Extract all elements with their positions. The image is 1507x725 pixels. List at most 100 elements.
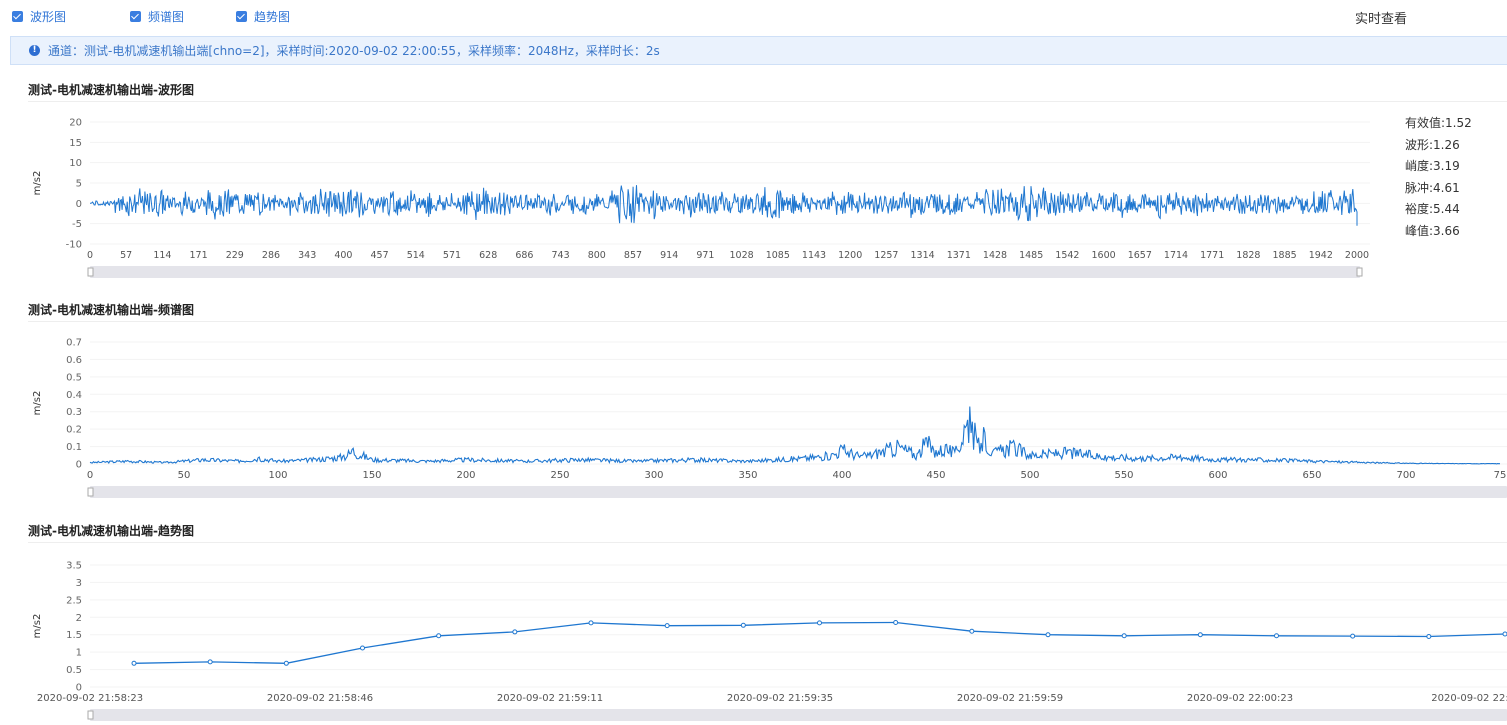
divider bbox=[28, 101, 1507, 102]
x-tick-label: 2020-09-02 21:59:11 bbox=[497, 693, 603, 704]
trend-data-point bbox=[1502, 631, 1507, 637]
spectrum-chart: 0.7 0.6 0.5 0.4 0.3 0.2 0.1 0 m/s2 0 50 100 150 200 25… bbox=[32, 338, 1507, 498]
zoom-slider bbox=[90, 486, 1507, 498]
trend-data-point bbox=[512, 629, 518, 635]
x-tick-label: 1314 bbox=[911, 250, 935, 261]
y-tick-label: 0 bbox=[76, 460, 82, 471]
trend-data-point bbox=[207, 659, 213, 665]
top-bar: 波形图 频谱图 趋势图 实时查看 bbox=[0, 0, 1507, 32]
x-tick-label: 857 bbox=[624, 250, 642, 261]
x-tick-label: 686 bbox=[515, 250, 533, 261]
trend-data-point bbox=[893, 620, 899, 626]
x-tick-label: 1771 bbox=[1200, 250, 1224, 261]
trend-data-point bbox=[1197, 632, 1203, 638]
info-icon: ! bbox=[29, 45, 40, 56]
divider bbox=[28, 542, 1507, 543]
x-tick-label: 150 bbox=[362, 470, 381, 481]
x-tick-label: 700 bbox=[1396, 470, 1415, 481]
x-tick-label: 1371 bbox=[947, 250, 971, 261]
x-tick-label: 286 bbox=[262, 250, 280, 261]
checkbox-icon[interactable] bbox=[130, 11, 141, 22]
trend-data-point bbox=[1350, 633, 1356, 639]
stat-margin: 裕度:5.44 bbox=[1405, 202, 1460, 216]
spectrum-series-line bbox=[89, 406, 1500, 465]
y-tick-label: 0.3 bbox=[66, 407, 82, 418]
y-tick-label: 0.1 bbox=[66, 442, 82, 453]
trend-data-point bbox=[1121, 633, 1127, 639]
x-tick-label: 2020-09-02 22: bbox=[1431, 693, 1507, 704]
trend-data-point bbox=[131, 660, 137, 666]
y-tick-label: 0.6 bbox=[66, 355, 82, 366]
trend-data-point bbox=[1274, 633, 1279, 639]
x-tick-label: 650 bbox=[1302, 470, 1321, 481]
x-tick-label: 600 bbox=[1208, 470, 1227, 481]
y-tick-label: 3 bbox=[76, 578, 82, 589]
y-axis-label: m/s2 bbox=[32, 614, 43, 639]
x-tick-label: 1428 bbox=[983, 250, 1007, 261]
checkbox-waveform[interactable]: 波形图 bbox=[12, 8, 66, 25]
y-axis-label: m/s2 bbox=[32, 171, 43, 196]
y-tick-label: 2.5 bbox=[66, 595, 82, 606]
y-tick-label: 0 bbox=[76, 199, 82, 210]
x-tick-label: 550 bbox=[1114, 470, 1133, 481]
x-tick-label: 1885 bbox=[1273, 250, 1297, 261]
checkbox-spectrum[interactable]: 频谱图 bbox=[130, 8, 184, 25]
trend-series-line bbox=[133, 621, 1506, 664]
waveform-series-line bbox=[90, 185, 1358, 226]
x-tick-label: 2020-09-02 22:00:23 bbox=[1187, 693, 1293, 704]
x-tick-label: 514 bbox=[407, 250, 425, 261]
x-tick-label: 400 bbox=[832, 470, 851, 481]
realtime-view-button[interactable]: 实时查看 bbox=[1355, 12, 1408, 27]
x-tick-label: 571 bbox=[443, 250, 461, 261]
x-tick-label: 75 bbox=[1494, 470, 1507, 481]
x-tick-label: 343 bbox=[298, 250, 316, 261]
x-tick-label: 1942 bbox=[1309, 250, 1333, 261]
x-tick-label: 1257 bbox=[874, 250, 898, 261]
y-tick-label: 0.5 bbox=[66, 665, 82, 676]
zoom-slider bbox=[90, 266, 1360, 278]
zoom-handle-left bbox=[87, 710, 94, 720]
y-tick-label: 0.5 bbox=[66, 372, 82, 383]
x-tick-label: 800 bbox=[588, 250, 606, 261]
trend-data-point bbox=[360, 645, 365, 651]
zoom-handle-left bbox=[87, 487, 94, 497]
y-tick-label: 1 bbox=[76, 648, 82, 659]
x-tick-label: 1714 bbox=[1164, 250, 1188, 261]
checkbox-icon[interactable] bbox=[236, 11, 247, 22]
y-tick-label: 1.5 bbox=[66, 630, 82, 641]
x-tick-label: 250 bbox=[550, 470, 569, 481]
zoom-handle-left bbox=[87, 267, 94, 277]
x-tick-label: 57 bbox=[120, 250, 132, 261]
trend-data-point bbox=[664, 623, 670, 629]
x-tick-label: 1143 bbox=[802, 250, 826, 261]
x-tick-label: 400 bbox=[334, 250, 352, 261]
y-tick-label: -5 bbox=[72, 219, 82, 230]
y-tick-label: 0.7 bbox=[66, 338, 82, 349]
x-tick-label: 628 bbox=[479, 250, 497, 261]
x-tick-label: 971 bbox=[696, 250, 714, 261]
checkbox-trend[interactable]: 趋势图 bbox=[236, 8, 290, 25]
y-tick-label: -10 bbox=[66, 240, 82, 251]
spectrum-title: 测试-电机减速机输出端-频谱图 bbox=[28, 303, 194, 317]
trend-data-point bbox=[588, 620, 594, 626]
x-tick-label: 450 bbox=[926, 470, 945, 481]
x-tick-label: 229 bbox=[226, 250, 244, 261]
x-tick-label: 2000 bbox=[1345, 250, 1369, 261]
info-banner: ! 通道：测试-电机减速机输出端[chno=2]，采样时间:2020-09-02… bbox=[10, 36, 1507, 65]
x-tick-label: 114 bbox=[153, 250, 171, 261]
x-tick-label: 200 bbox=[456, 470, 475, 481]
x-tick-label: 1828 bbox=[1236, 250, 1260, 261]
trend-chart: 3.5 3 2.5 2 1.5 1 0.5 0 m/s2 2020-09-02 21:58:23 2… bbox=[32, 561, 1507, 721]
y-tick-label: 15 bbox=[69, 138, 82, 149]
x-tick-label: 50 bbox=[178, 470, 191, 481]
checkbox-icon[interactable] bbox=[12, 11, 23, 22]
trend-data-point bbox=[436, 633, 442, 639]
waveform-title: 测试-电机减速机输出端-波形图 bbox=[28, 83, 194, 97]
x-tick-label: 2020-09-02 21:59:35 bbox=[727, 693, 833, 704]
x-tick-label: 2020-09-02 21:58:46 bbox=[267, 693, 373, 704]
stat-peak: 峰值:3.66 bbox=[1405, 223, 1460, 238]
checkbox-label: 波形图 bbox=[30, 10, 67, 24]
y-tick-label: 2 bbox=[76, 613, 82, 624]
x-tick-label: 1485 bbox=[1019, 250, 1043, 261]
stat-waveform: 波形:1.26 bbox=[1405, 137, 1460, 152]
